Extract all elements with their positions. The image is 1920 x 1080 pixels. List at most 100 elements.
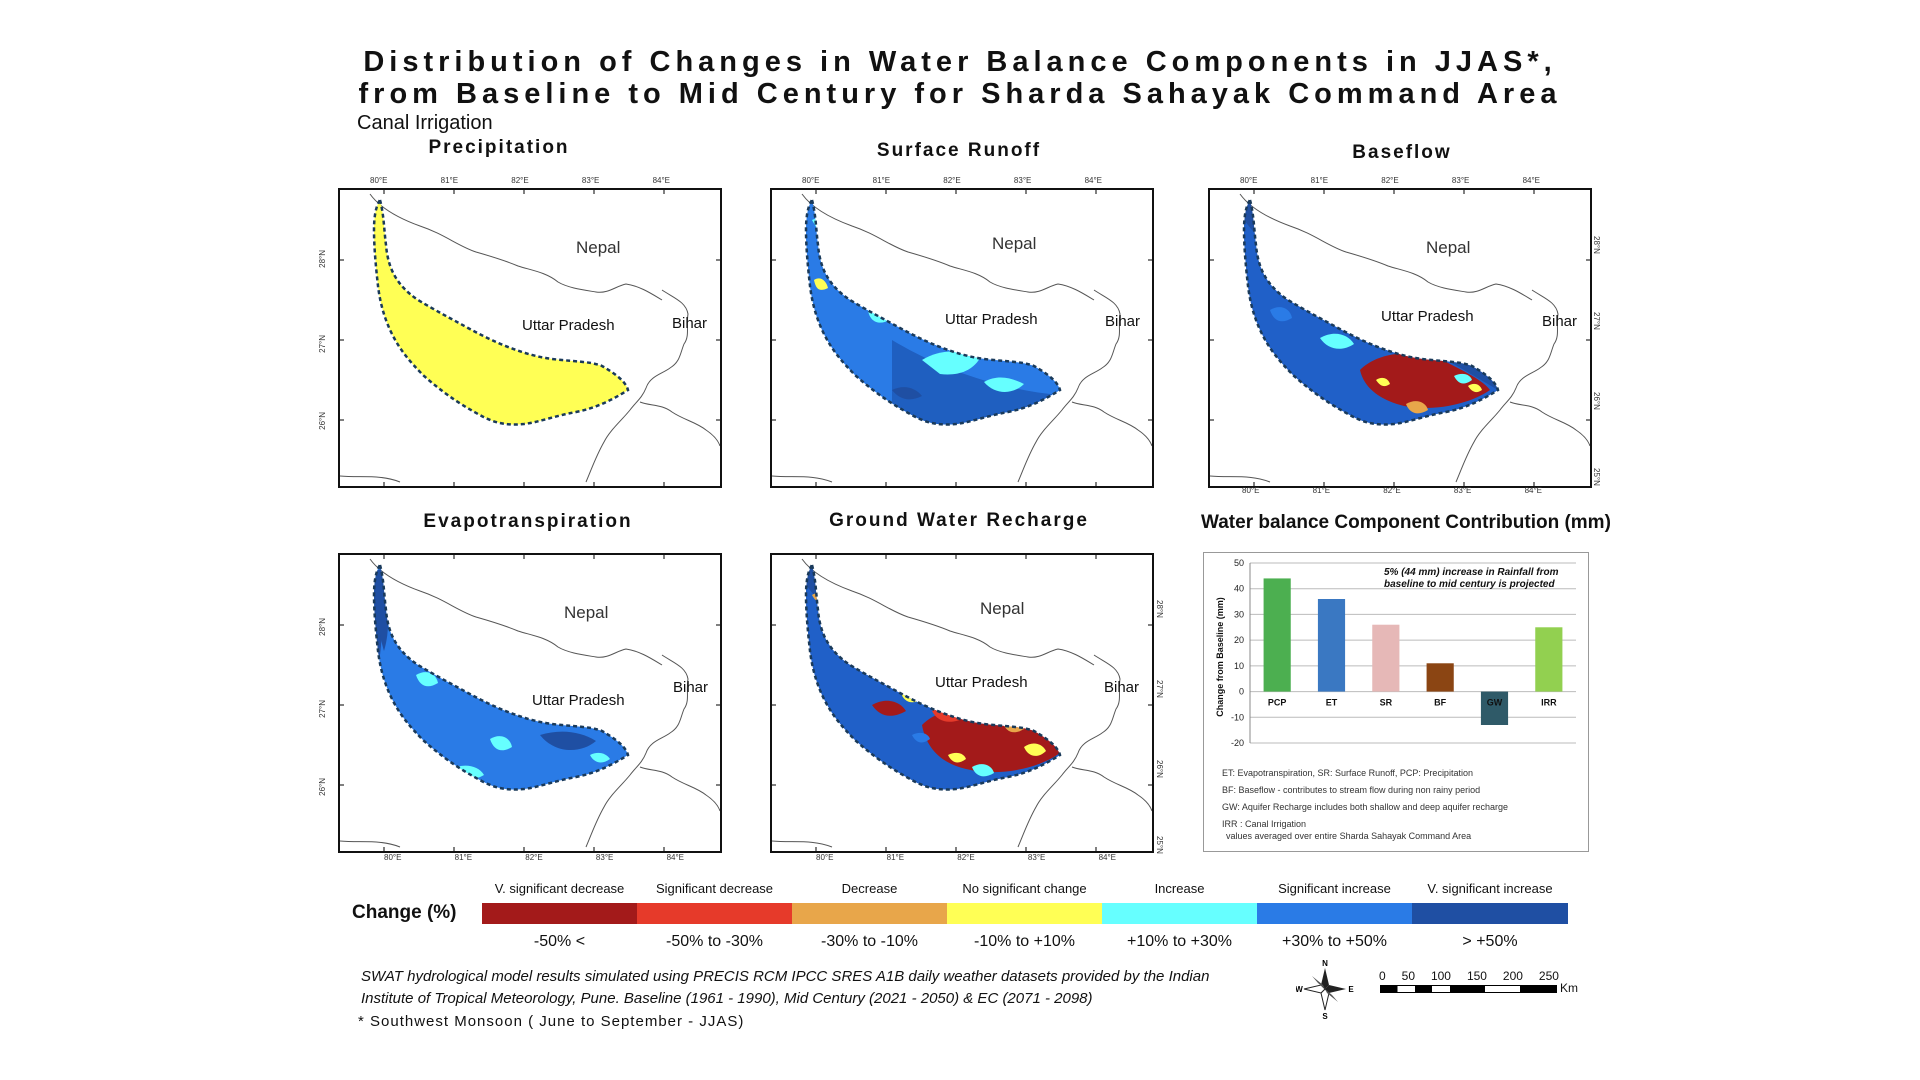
label-bihar: Bihar [1104,679,1140,696]
map-zone [1320,333,1354,349]
footnote-line-2: Institute of Tropical Meteorology, Pune.… [361,990,1093,1007]
lon-tick: 81°E [454,853,473,862]
legend-class-label: No significant change [962,881,1087,896]
map-zone [972,764,994,777]
nepal-border [369,558,663,666]
lon-ticks: 80°E 81°E 82°E 83°E 84°E [816,853,1116,862]
legend-swatch [1102,903,1257,924]
chart-ytick-label: 10 [1234,661,1244,671]
chart-notes: ET: Evapotranspiration, SR: Surface Runo… [1222,765,1582,842]
map-zone [872,700,906,716]
lat-tick: 27°N [1592,312,1601,330]
chart-ytick-label: -20 [1231,738,1244,748]
map-zone [984,377,1024,392]
command-area [374,200,628,425]
lat-tick: 27°N [318,335,327,353]
label-nepal: Nepal [1426,238,1471,257]
legend-swatch [482,903,637,924]
command-area-boundary [372,197,630,426]
svg-text:W: W [1296,985,1303,994]
lon-tick: 81°E [1310,176,1329,185]
lat-tick: 25°N [1592,468,1601,486]
scale-tick: 0 [1379,969,1386,983]
state-border [639,766,720,812]
map-zone [1468,383,1482,393]
label-nepal: Nepal [564,603,609,622]
lon-tick: 80°E [1240,176,1258,185]
lon-tick: 81°E [886,853,905,862]
legend-range: > +50% [1462,933,1518,950]
label-uttar-pradesh: Uttar Pradesh [935,674,1028,691]
lon-tick: 84°E [652,176,670,185]
chart-note: values averaged over entire Sharda Sahay… [1226,831,1472,841]
legend-swatch [637,903,792,924]
lon-tick: 80°E [816,853,834,862]
north-arrow-icon: N S W E [1296,959,1354,1020]
bihar-border [1017,654,1121,848]
lon-tick: 80°E [802,176,820,185]
nepal-border [369,193,663,301]
chart-category-label: IRR [1541,698,1557,708]
command-area-boundary [372,562,630,791]
legend-class-label: Decrease [841,881,898,896]
label-uttar-pradesh: Uttar Pradesh [945,311,1038,328]
map-zone [1386,333,1408,348]
scale-bar-ticks: 0 50 100 150 200 250 [1379,969,1559,983]
chart-bar-et [1317,599,1346,692]
map-precipitation [338,188,722,488]
label-nepal: Nepal [576,238,621,257]
state-border [1071,766,1152,812]
chart-ytick-label: 30 [1234,609,1244,619]
label-bihar: Bihar [673,679,709,696]
lat-tick: 25°N [1155,836,1164,854]
bar-chart: 50 40 30 20 10 0 -10 -20 PCP ET SR BF GW IRR [1231,558,1576,748]
command-area-boundary [804,562,1062,791]
legend-swatch [792,903,947,924]
lon-ticks: 80°E 81°E 82°E 83°E 84°E [384,853,684,862]
nepal-border [801,193,1095,301]
lon-tick: 82°E [511,176,529,185]
bihar-border [585,654,689,848]
map-zone [1350,317,1370,330]
lat-tick: 27°N [1155,680,1164,698]
map-title-evapotranspiration: Evapotranspiration [423,511,633,532]
label-nepal: Nepal [992,234,1037,253]
lon-ticks: 80°E 81°E 82°E 83°E 84°E [802,176,1102,185]
lon-tick: 80°E [370,176,388,185]
legend-range: +30% to +50% [1282,933,1387,950]
scale-tick: 200 [1502,969,1523,983]
map-baseflow [1208,188,1592,488]
lon-tick: 81°E [872,176,891,185]
chart-ylabel: Change from Baseline (mm) [1215,597,1225,717]
legend-range: -50% < [533,933,586,950]
legend-title: Change (%) [352,902,457,923]
scale-tick: 50 [1401,969,1415,983]
map-zone [864,656,884,669]
chart-ylabel-wrap: Change from Baseline (mm) [1210,577,1225,747]
legend-color-bar [482,903,1568,924]
lon-tick: 83°E [595,853,614,862]
legend-range: -50% to -30% [666,933,763,950]
lat-tick: 26°N [318,412,327,430]
legend-swatch [947,903,1102,924]
chart-bar-sr [1372,624,1400,692]
map-groundwater-recharge [770,553,1154,853]
lat-tick: 28°N [1155,600,1164,618]
map-title-surface-runoff: Surface Runoff [876,140,1042,161]
map-zone [1270,307,1292,322]
lon-tick: 83°E [1453,486,1472,495]
state-border [340,475,401,483]
label-bihar: Bihar [1105,313,1141,330]
nepal-border [1239,193,1533,301]
lon-tick: 82°E [957,853,975,862]
chart-title: Water balance Component Contribution (mm… [1201,512,1611,533]
legend-class-label: Increase [1154,881,1205,896]
lat-tick: 28°N [318,618,327,636]
state-border [772,840,833,848]
legend-swatch [1412,903,1568,924]
chart-note: IRR : Canal Irrigation [1222,819,1307,829]
legend-class-labels: V. significant decrease Significant decr… [482,881,1568,896]
state-border [1210,475,1271,483]
legend-class-label: V. significant increase [1427,881,1553,896]
subtitle: Canal Irrigation [357,112,493,134]
